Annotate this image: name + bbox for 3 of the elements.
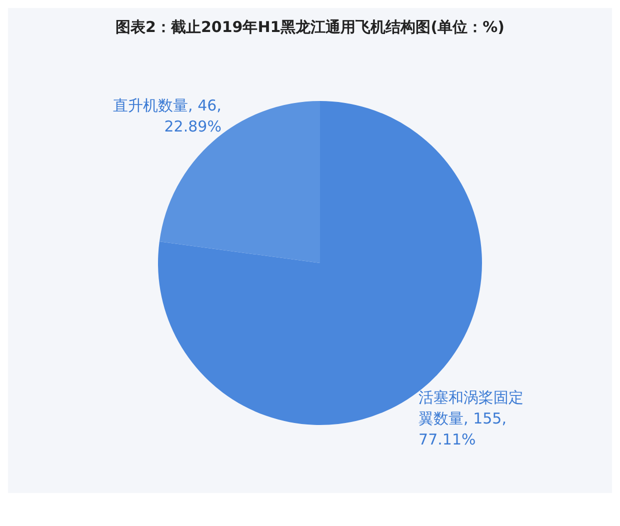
chart-title: 图表2：截止2019年H1黑龙江通用飞机结构图(单位：%) (114, 17, 506, 38)
slice-label: 活塞和涡桨固定翼数量, 155, 77.11% (418, 388, 524, 448)
slice-label: 直升机数量, 46, 22.89% (113, 96, 222, 136)
